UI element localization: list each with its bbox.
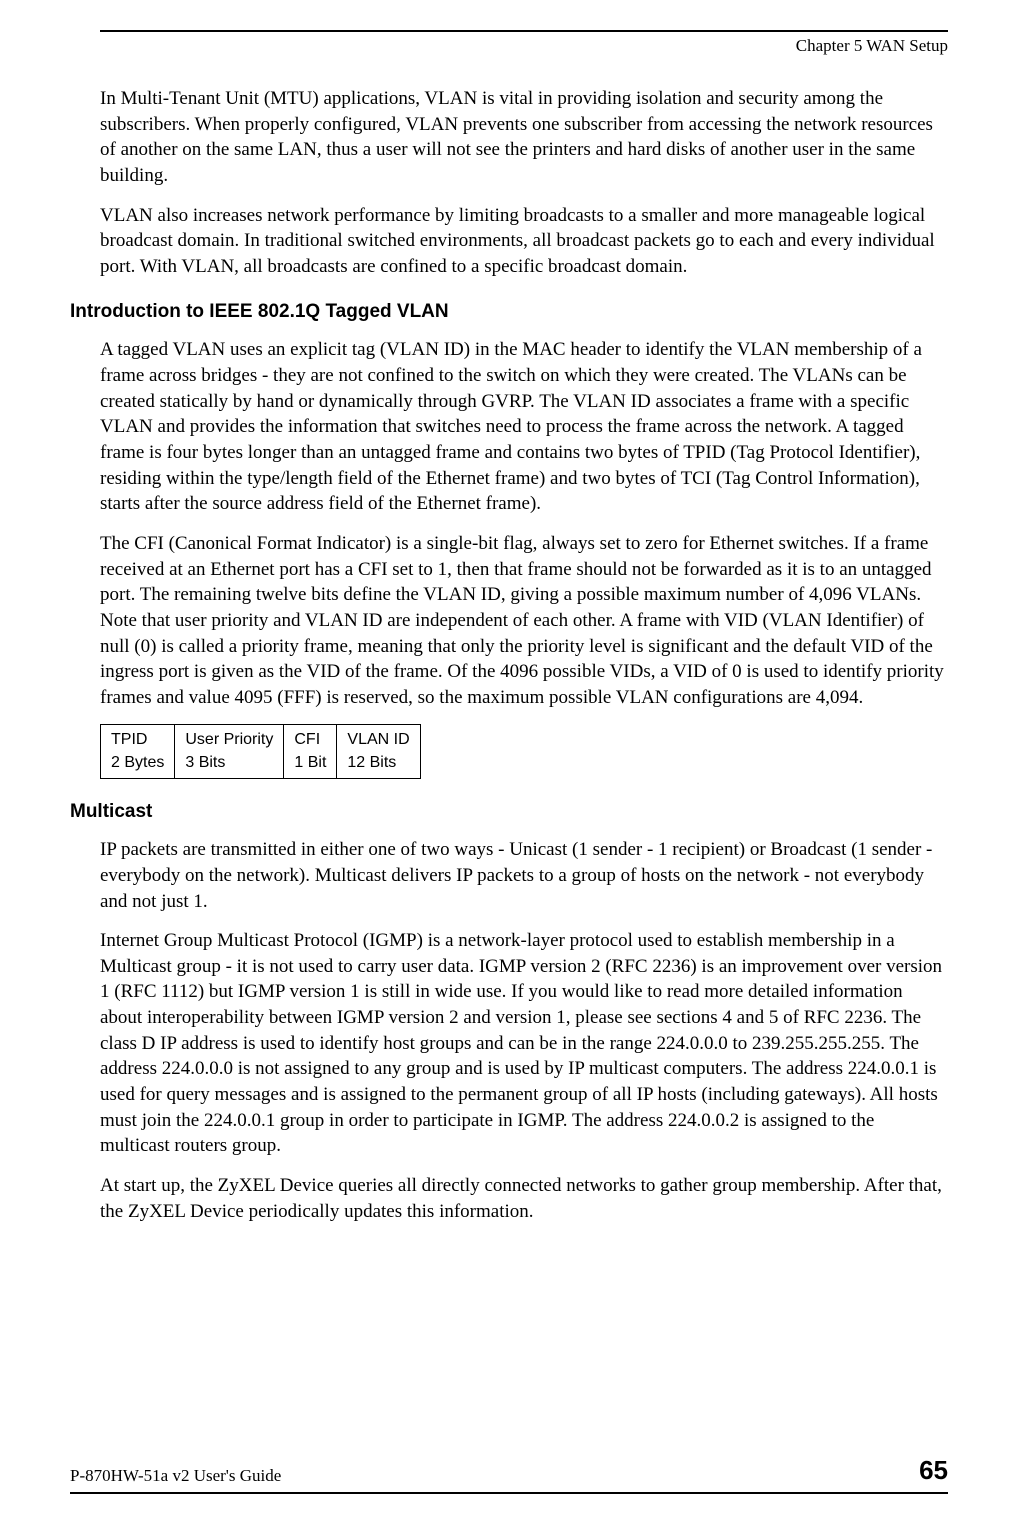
table-cell-priority: User Priority 3 Bits xyxy=(175,725,284,779)
table-row: TPID 2 Bytes User Priority 3 Bits CFI 1 … xyxy=(101,725,421,779)
paragraph-mtu: In Multi-Tenant Unit (MTU) applications,… xyxy=(100,86,948,189)
cell-line1: User Priority xyxy=(185,731,273,748)
cell-line2: 2 Bytes xyxy=(111,754,164,771)
heading-ieee-vlan: Introduction to IEEE 802.1Q Tagged VLAN xyxy=(70,301,948,323)
heading-multicast: Multicast xyxy=(70,801,948,823)
paragraph-cfi: The CFI (Canonical Format Indicator) is … xyxy=(100,531,948,710)
cell-line1: TPID xyxy=(111,731,147,748)
vlan-frame-table: TPID 2 Bytes User Priority 3 Bits CFI 1 … xyxy=(100,724,421,779)
cell-line2: 1 Bit xyxy=(294,754,326,771)
chapter-label: Chapter 5 WAN Setup xyxy=(796,36,948,55)
cell-line1: VLAN ID xyxy=(347,731,409,748)
paragraph-tagged-vlan: A tagged VLAN uses an explicit tag (VLAN… xyxy=(100,337,948,516)
paragraph-igmp: Internet Group Multicast Protocol (IGMP)… xyxy=(100,928,948,1159)
cell-line2: 3 Bits xyxy=(185,754,225,771)
paragraph-zyxel: At start up, the ZyXEL Device queries al… xyxy=(100,1173,948,1224)
footer-guide: P-870HW-51a v2 User's Guide xyxy=(70,1466,281,1486)
cell-line1: CFI xyxy=(294,731,320,748)
table-cell-cfi: CFI 1 Bit xyxy=(284,725,337,779)
page-header: Chapter 5 WAN Setup xyxy=(100,30,948,56)
cell-line2: 12 Bits xyxy=(347,754,396,771)
table-cell-tpid: TPID 2 Bytes xyxy=(101,725,175,779)
page-number: 65 xyxy=(919,1455,948,1486)
paragraph-vlan-perf: VLAN also increases network performance … xyxy=(100,203,948,280)
page-footer: P-870HW-51a v2 User's Guide 65 xyxy=(70,1455,948,1494)
table-cell-vlanid: VLAN ID 12 Bits xyxy=(337,725,420,779)
paragraph-multicast-intro: IP packets are transmitted in either one… xyxy=(100,837,948,914)
content-body: In Multi-Tenant Unit (MTU) applications,… xyxy=(100,86,948,1224)
